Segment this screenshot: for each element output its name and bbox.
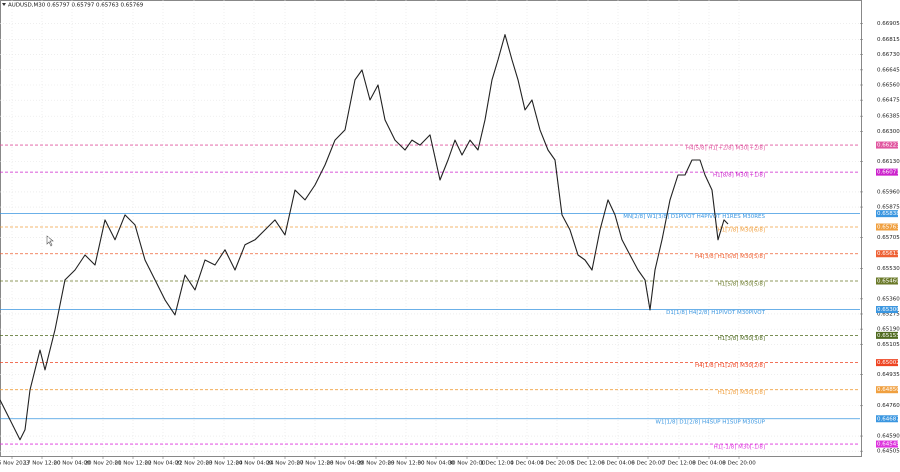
level-price-tag (876, 306, 898, 314)
level-price-label: 0.65002 (877, 360, 900, 366)
y-tick-label: 0.64590 (877, 434, 900, 440)
x-tick-label: 22 Nov 20:00 (175, 461, 213, 467)
level-price-tag (876, 386, 898, 394)
y-tick-label: 0.66645 (877, 67, 900, 73)
price-line (0, 34, 729, 441)
level-price-label: 0.66223 (877, 143, 900, 149)
x-tick-label: 24 Nov 20:00 (266, 461, 304, 467)
x-tick-label: 30 Nov 04:00 (417, 461, 455, 467)
level-price-label: 0.65838 (877, 211, 900, 217)
y-tick-label: 0.66300 (877, 129, 900, 135)
y-tick-label: 0.64505 (877, 449, 900, 455)
level-price-label: 0.64687 (877, 416, 900, 422)
y-tick-label: 0.66730 (877, 52, 900, 58)
x-tick-label: 4 Dec 20:00 (540, 461, 574, 467)
x-tick-label: 30 Nov 20:00 (448, 461, 486, 467)
y-tick-label: 0.64935 (877, 372, 900, 378)
x-tick-label: 17 Nov 12:00 (23, 461, 61, 467)
level-price-label: 0.65460 (877, 279, 900, 285)
x-tick-label: 8 Dec 20:00 (722, 461, 756, 467)
x-tick-label: 29 Nov 12:00 (387, 461, 425, 467)
x-tick-label: 6 Dec 20:00 (631, 461, 665, 467)
level-price-label: 0.65613 (877, 251, 900, 257)
x-tick-label: 16 Nov 2023 (0, 461, 30, 467)
level-label: MN[2/8] W1[3/8] D1PIVOT H4PIVOT H1RES M3… (623, 214, 765, 220)
level-price-tag (876, 210, 898, 218)
x-tick-label: 8 Dec 04:00 (692, 461, 726, 467)
menu-arrow (2, 3, 6, 6)
level-label: D1[1/8] H4[2/8] H1PIVOT M30PIVOT (666, 310, 766, 316)
x-tick-label: 6 Dec 04:00 (601, 461, 635, 467)
level-price-tag (876, 223, 898, 231)
y-tick-label: 0.65105 (877, 342, 900, 348)
level-price-label: 0.66071 (877, 170, 900, 176)
x-tick-label: 5 Dec 12:00 (571, 461, 605, 467)
x-tick-label: 24 Nov 04:00 (235, 461, 273, 467)
y-tick-label: 0.66130 (877, 159, 900, 165)
level-label: H1[5/8] M30[5/8] (718, 282, 765, 288)
y-tick-label: 0.66385 (877, 114, 900, 120)
level-label: H4[1/8] H1[2/8] M30[2/8] (695, 363, 765, 369)
chart-title: AUDUSD,M30 0.65797 0.65797 0.65763 0.657… (8, 3, 144, 9)
level-label: W1[1/8] D1[2/8] H4SUP H1SUP M30SUP (656, 419, 766, 425)
level-price-label: 0.65300 (877, 307, 900, 313)
level-price-tag (876, 141, 898, 149)
level-label: H1[3/8] M30[3/8] (718, 336, 765, 342)
y-tick-label: 0.65190 (877, 327, 900, 333)
y-tick-label: 0.66815 (877, 37, 900, 43)
y-tick-label: 0.65275 (877, 311, 900, 317)
level-label: H1[7/8] M30[6/8] (718, 228, 765, 234)
level-label: H4[3/8] H1[6/8] M30[5/8] (695, 254, 765, 260)
level-label: H1[8/8] M30[+1/8] (713, 173, 765, 179)
level-price-tag (876, 331, 898, 339)
level-price-label: 0.65763 (877, 225, 900, 231)
x-tick-label: 28 Nov 20:00 (357, 461, 395, 467)
level-label: H1[-1/8] M30[-1/8] (714, 445, 765, 451)
x-tick-label: 22 Nov 04:00 (144, 461, 182, 467)
y-tick-label: 0.66475 (877, 98, 900, 104)
x-tick-label: 4 Dec 04:00 (510, 461, 544, 467)
y-tick-label: 0.65360 (877, 296, 900, 302)
x-tick-label: 7 Dec 12:00 (662, 461, 696, 467)
level-price-label: 0.65155 (877, 333, 900, 339)
x-tick-label: 28 Nov 04:00 (326, 461, 364, 467)
x-tick-label: 21 Nov 12:00 (114, 461, 152, 467)
level-price-tag (876, 359, 898, 367)
y-tick-label: 0.66560 (877, 82, 900, 88)
level-price-tag (876, 415, 898, 423)
level-price-label: 0.64850 (877, 387, 900, 393)
y-tick-label: 0.65530 (877, 266, 900, 272)
cursor (46, 235, 54, 247)
x-tick-label: 20 Nov 20:00 (84, 461, 122, 467)
x-tick-label: 27 Nov 12:00 (296, 461, 334, 467)
level-label: H1[1/8] M30[1/8] (718, 390, 765, 396)
level-price-tag (876, 440, 898, 448)
y-tick-label: 0.65960 (877, 189, 900, 195)
x-tick-label: 20 Nov 04:00 (53, 461, 91, 467)
y-tick-label: 0.64760 (877, 403, 900, 409)
level-price-tag (876, 168, 898, 176)
y-tick-label: 0.66905 (877, 21, 900, 27)
level-label: H4[5/8] H1[+2/8] M30[+2/8] (686, 146, 765, 152)
y-tick-label: 0.65875 (877, 205, 900, 211)
y-tick-label: 0.65705 (877, 235, 900, 241)
x-tick-label: 23 Nov 12:00 (205, 461, 243, 467)
plot-frame (0, 0, 862, 457)
x-tick-label: 1 Dec 12:00 (480, 461, 514, 467)
level-price-tag (876, 250, 898, 258)
level-price-label: 0.64545 (877, 442, 900, 448)
level-price-tag (876, 277, 898, 285)
